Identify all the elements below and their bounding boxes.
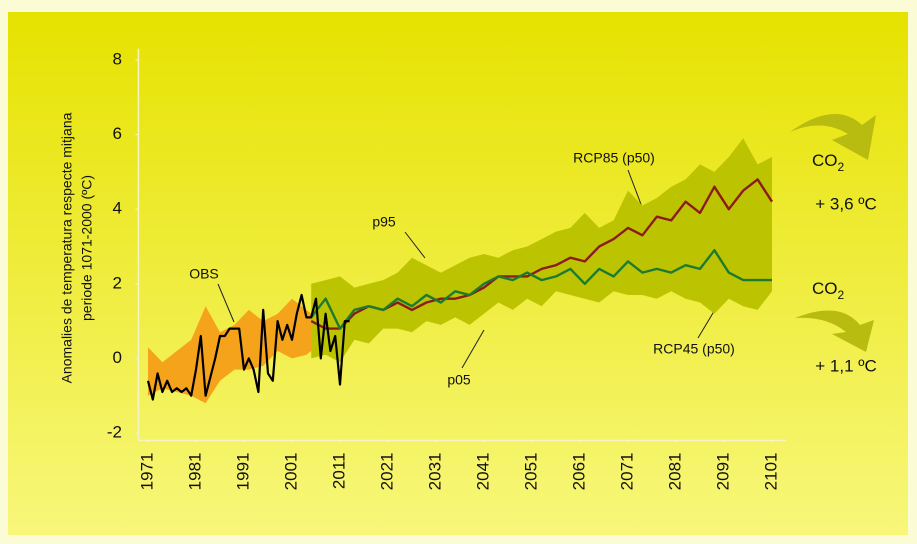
arrow-flat: [795, 310, 874, 352]
x-tick-label: 2071: [617, 453, 636, 491]
x-tick-label: 2011: [329, 453, 348, 490]
x-tick-label: 2081: [665, 453, 684, 491]
series-label: RCP45 (p50): [653, 341, 735, 357]
y-tick-label: 4: [113, 199, 122, 218]
band: [311, 138, 772, 363]
gas-label: CO2: [812, 151, 845, 174]
band-label: p95: [372, 214, 396, 230]
arrow-up: [790, 114, 876, 160]
x-tick-label: 2041: [473, 453, 492, 491]
x-tick-label: 1981: [185, 453, 204, 491]
gas-label: CO2: [812, 279, 845, 302]
leader: [404, 231, 426, 259]
series-line: [310, 249, 772, 330]
band-label: p05: [447, 372, 471, 388]
y-tick-label: 6: [113, 124, 122, 143]
y-tick-label: -2: [107, 423, 122, 442]
series-label: OBS: [189, 266, 219, 282]
x-tick-label: 2091: [713, 453, 732, 491]
x-tick-label: 2021: [377, 453, 396, 491]
y-label-line: periode 1071-2000 (ºC): [79, 175, 95, 321]
change-label: + 1,1 ºC: [815, 356, 877, 375]
y-tick-label: 2: [113, 273, 122, 292]
y-tick-label: 0: [113, 348, 122, 367]
x-tick-label: 1971: [137, 453, 156, 491]
gas: CO: [812, 279, 838, 298]
x-tick-label: 2101: [761, 453, 780, 491]
y-label-line: Anomalies de temperatura respecte mitjan…: [59, 112, 75, 383]
gas-subscript: 2: [838, 160, 845, 174]
y-axis-label: Anomalies de temperatura respecte mitjan…: [59, 112, 95, 383]
series-line: [146, 293, 350, 401]
arrows: [790, 114, 876, 352]
x-tick-label: 2051: [521, 453, 540, 491]
x-tick-label: 1991: [233, 453, 252, 491]
series-label: RCP85 (p50): [573, 150, 655, 166]
x-tick-label: 2061: [569, 453, 588, 491]
gas: CO: [812, 151, 838, 170]
change-label: + 3,6 ºC: [815, 194, 877, 213]
x-tick-label: 2001: [281, 453, 300, 491]
y-tick-label: 8: [113, 49, 122, 68]
gas-subscript: 2: [838, 288, 845, 302]
leader: [461, 329, 485, 369]
x-tick-label: 2031: [425, 453, 444, 491]
leader: [217, 283, 235, 323]
